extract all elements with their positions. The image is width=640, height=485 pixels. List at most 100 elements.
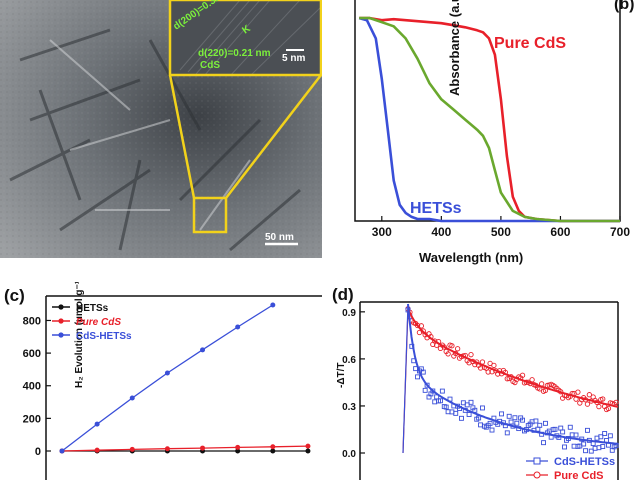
ta-fit-curve-0 [407,303,619,445]
h2-series-1 [61,445,308,452]
ta-data-point [541,440,546,446]
ta-data-point [466,412,472,417]
ta-data-point [504,430,510,436]
legend-label: Pure CdS [554,470,604,480]
absorbance-series-0 [359,16,620,223]
ta-data-point [432,338,438,344]
ta-rise [402,303,409,454]
ta-data-point [453,410,459,416]
h2-point [200,445,206,451]
ta-data-point [491,362,497,369]
y-tick-label: 400 [23,381,41,393]
scalebar-label: 50 nm [265,232,294,243]
ta-data-point [602,431,608,436]
ta-data-point [514,420,520,426]
h2-point [164,370,170,376]
ta-data-point [499,411,504,417]
y-tick-label: 0.3 [342,402,356,413]
ta-data-point [443,404,449,410]
ta-data-point [420,369,426,375]
ta-data-point [583,448,588,454]
ta-y-label: -ΔT/T [336,362,347,388]
legend-marker [58,332,64,338]
legend-marker [58,318,64,324]
ta-data-point [438,398,443,404]
ta-fit-curve-1 [407,308,619,408]
h2-point [235,324,241,330]
ta-data-point [485,369,491,375]
y-tick-label: 0.9 [342,308,356,319]
series-label-pure-cds: Pure CdS [494,35,566,52]
absorbance-x-label: Wavelength (nm) [419,250,523,265]
y-tick-label: 600 [23,348,41,360]
legend-label: CdS-HETSs [76,331,132,342]
h2-point [270,448,276,454]
ta-data-point [586,392,593,398]
ta-data-point [560,429,566,435]
ta-data-point [543,420,548,426]
y-tick-label: 200 [23,413,41,425]
ta-data-point [581,441,587,447]
ta-data-point [598,434,604,440]
legend-label: HETSs [76,303,109,314]
h2-point [94,447,100,453]
y-tick-label: 800 [23,315,41,327]
ta-data-point [468,399,474,405]
ta-data-point [585,427,590,433]
h2-point [235,448,241,454]
h2-point [200,347,206,353]
ta-data-point [584,401,591,407]
ta-data-point [422,387,428,393]
legend-marker [58,304,64,310]
ta-data-point [414,322,421,329]
h2-point [129,446,135,452]
absorbance-chart: (b) 300 400 500 600 700 Absorbance (a.u.) Wa… [354,0,634,265]
ta-data-point [445,351,451,357]
h2-point [270,302,276,308]
ta-data-point [454,346,461,352]
absorbance-series-2 [359,16,620,223]
transient-absorption-panel: (d) -ΔT/T 0.0 0.3 0.6 0.9 CdS-HETSs Pure CdS [322,282,640,482]
ta-data-point [607,433,613,439]
y-tick-label: 0.0 [342,449,356,460]
h2-point [235,444,241,450]
ta-data-point [449,343,455,349]
absorbance-series-1 [358,16,620,223]
absorbance-panel: (b) 300 400 500 600 700 Absorbance (a.u.) Wa… [322,0,640,286]
h2-y-label: H₂ Evolution (µmol g⁻¹) [74,282,85,388]
ta-data-point [424,382,430,388]
lattice-label-2: d(220)=0.21 nm [198,48,271,59]
y-tick-label: 0.6 [342,355,356,366]
y-tick-label: 0 [35,446,41,458]
legend-label: Pure CdS [76,317,121,328]
ta-data-point [506,413,512,419]
ta-data-point [567,424,573,430]
transient-absorption-chart: (d) -ΔT/T 0.0 0.3 0.6 0.9 CdS-HETSs Pure CdS [332,285,619,482]
panel-letter-d: (d) [332,285,354,304]
tem-image-panel: d(200)=0.32 nm K d(220)=0.21 nm CdS 5 nm… [0,0,322,258]
h2-point [59,448,65,454]
h2-point [164,446,170,452]
ta-data-point [562,444,567,450]
ta-data-point [512,415,518,421]
h2-evolution-chart: (c) H₂ Evolution (µmol g⁻¹) 0 200 400 600 80… [4,278,322,480]
h2-point [305,448,311,454]
ta-data-point [439,388,445,394]
series-label-hetss: HETSs [410,200,462,217]
panel-letter-c: (c) [4,286,25,305]
ta-data-point [487,420,493,426]
x-tick-label: 700 [610,225,630,239]
ta-data-point [537,422,543,428]
zoom-frame [168,0,322,234]
panel-letter-b: (b) [614,0,634,13]
x-tick-label: 500 [491,225,511,239]
ta-data-point [476,415,482,421]
absorbance-y-label: Absorbance (a.u.) [447,0,462,96]
tem-micrograph: d(200)=0.32 nm K d(220)=0.21 nm CdS 5 nm… [0,0,322,258]
ta-data-point [415,374,420,380]
ta-data-point [468,352,474,358]
ta-data-point [464,402,470,408]
ta-data-point [600,396,606,402]
inset-scalebar-label: 5 nm [282,53,305,64]
ta-data-point [588,448,594,454]
